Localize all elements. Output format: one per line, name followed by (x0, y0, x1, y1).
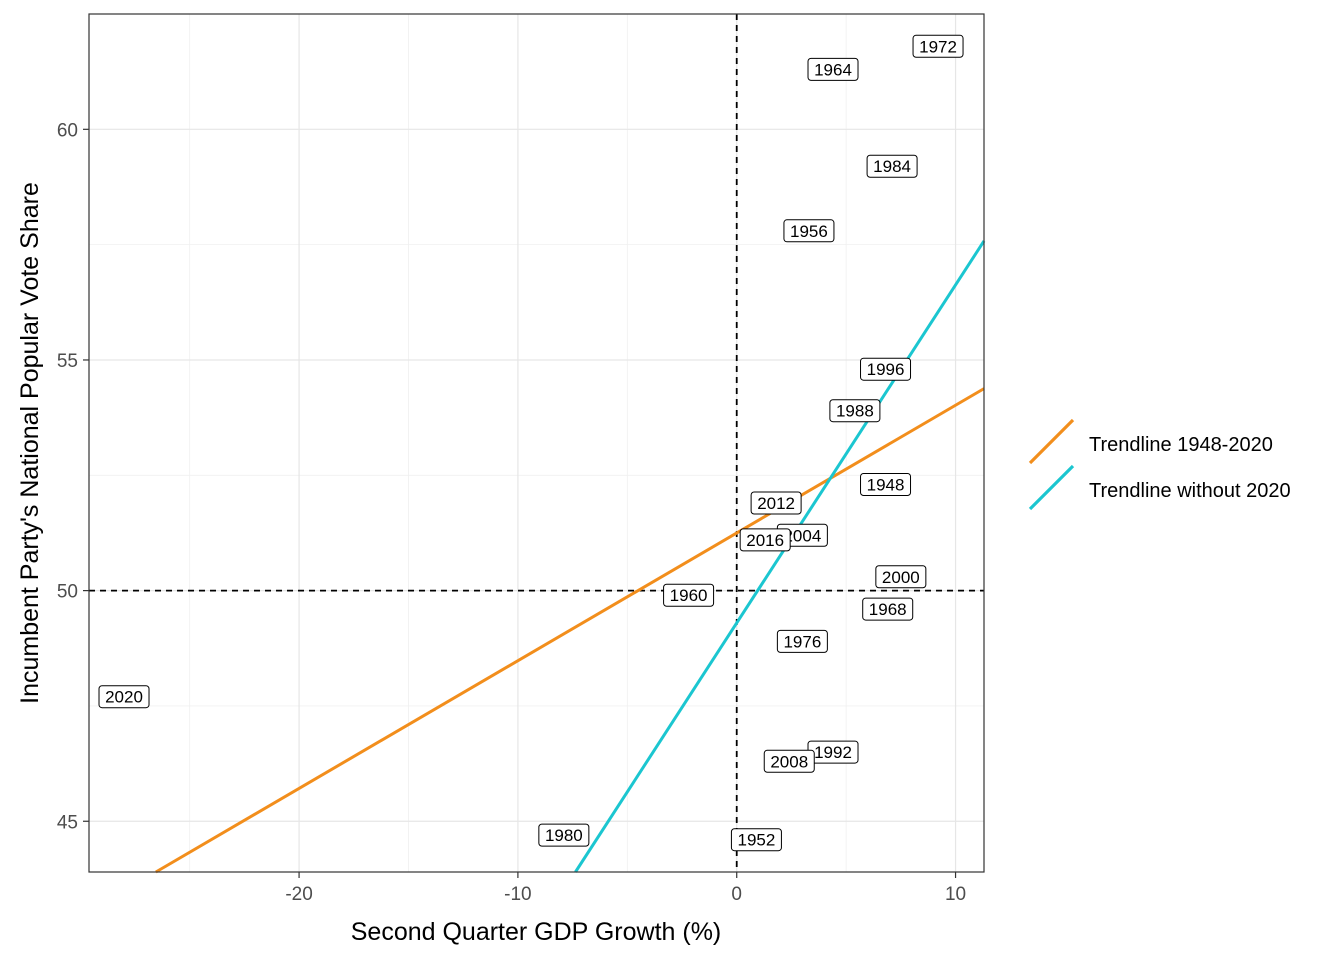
trendline-1 (155, 387, 985, 874)
label-2016: 2016 (746, 531, 784, 550)
y-axis-ticks: 45 50 55 60 (57, 120, 89, 833)
label-2020: 2020 (105, 688, 143, 707)
x-axis-ticks: -20 -10 0 10 (285, 872, 966, 905)
trendline-2 (574, 240, 986, 873)
label-1952: 1952 (738, 831, 776, 850)
label-1984: 1984 (873, 157, 911, 176)
label-box-1980 (538, 823, 590, 847)
label-box-2008 (763, 749, 815, 773)
y-tick-label: 45 (57, 812, 78, 833)
label-box-2020 (98, 685, 150, 709)
label-box-2016 (739, 528, 791, 552)
label-box-1996 (860, 357, 912, 381)
label-2008: 2008 (770, 752, 808, 771)
trendlines (155, 240, 986, 874)
label-2004: 2004 (783, 526, 821, 545)
label-1964: 1964 (814, 60, 852, 79)
label-1976: 1976 (783, 632, 821, 651)
point-labels: 1948 1952 1956 1960 1964 1968 1972 1976 1980 1984… (98, 34, 964, 852)
y-tick-label: 50 (57, 582, 78, 603)
label-box-1956 (783, 219, 835, 243)
label-box-1988 (829, 399, 881, 423)
legend: Trendline 1948-2020 Trendline without 202… (1028, 418, 1291, 511)
label-1960: 1960 (670, 586, 708, 605)
label-1968: 1968 (869, 600, 907, 619)
label-1948: 1948 (867, 476, 905, 495)
legend-key-2 (1028, 464, 1075, 511)
label-1988: 1988 (836, 402, 874, 421)
label-2012: 2012 (757, 494, 795, 513)
legend-label-2: Trendline without 2020 (1089, 480, 1291, 502)
label-box-1964 (807, 57, 859, 81)
y-tick-label: 60 (57, 120, 78, 141)
label-box-1972 (912, 34, 964, 58)
x-tick-label: -10 (504, 884, 531, 905)
legend-label-1: Trendline 1948-2020 (1089, 434, 1273, 456)
legend-key-1 (1028, 418, 1075, 465)
y-axis-title: Incumbent Party's National Popular Vote … (16, 182, 44, 704)
label-1972: 1972 (919, 37, 957, 56)
label-2000: 2000 (882, 568, 920, 587)
label-box-2012 (750, 491, 802, 515)
label-1992: 1992 (814, 743, 852, 762)
label-box-1952 (730, 828, 782, 852)
x-tick-label: 10 (945, 884, 966, 905)
label-box-2000 (875, 565, 927, 589)
label-box-1968 (862, 597, 914, 621)
label-1996: 1996 (867, 360, 905, 379)
label-box-1984 (866, 154, 918, 178)
label-1956: 1956 (790, 222, 828, 241)
label-box-1948 (860, 473, 912, 497)
x-tick-label: 0 (731, 884, 742, 905)
reference-lines (89, 14, 984, 872)
plot-background (89, 14, 984, 872)
x-axis-title: Second Quarter GDP Growth (%) (351, 918, 722, 946)
label-box-1960 (663, 583, 715, 607)
label-box-1976 (776, 629, 828, 653)
label-1980: 1980 (545, 826, 583, 845)
y-tick-label: 55 (57, 351, 78, 372)
plot-border (88, 13, 985, 873)
x-tick-label: -20 (285, 884, 312, 905)
